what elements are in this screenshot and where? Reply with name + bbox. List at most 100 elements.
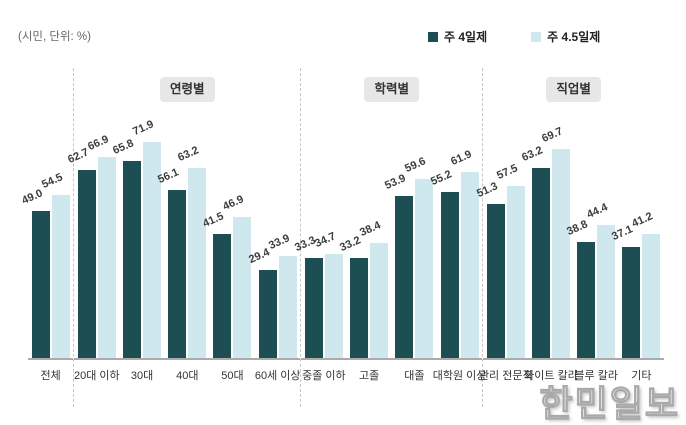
bar-week4: 53.9 [383,173,414,358]
group-label: 학력별 [364,76,419,102]
category-label: 30대 [130,370,154,382]
category-label: 대졸 [404,370,425,382]
bar-week4: 65.8 [111,137,142,358]
group-label: 연령별 [160,76,215,102]
group-bars: 33.3 34.7 33.2 38.4 53.9 59.6 55.2 61.9 [293,110,483,360]
bar-value-label: 63.2 [520,144,545,165]
group-bars: 49.0 54.5 [20,110,74,360]
bar-week45: 71.9 [131,119,162,358]
group-label: 직업별 [546,76,601,102]
bar-value-label: 49.0 [19,187,45,207]
legend-swatch-week4-icon [428,31,438,42]
bar-value-label: 59.6 [403,155,428,176]
category-label: 40대 [176,370,199,382]
bar-value-label: 65.8 [111,136,136,157]
legend-item-week45: 주 4.5일제 [531,28,600,45]
bar-value-label: 38.4 [358,219,383,239]
bar-value-label: 46.9 [221,193,246,214]
group-bars: 51.3 57.5 63.2 69.7 38.8 44.4 37.1 41.2 [475,110,665,360]
bar-week4: 63.2 [520,145,550,358]
bar-value-label: 41.2 [630,210,655,231]
bar-pair: 62.7 66.9 [66,134,116,358]
bar-week45: 38.4 [358,219,389,358]
bar-week45: 33.9 [267,233,297,358]
watermark: 한민일보 [539,382,680,424]
bar-pair: 33.2 38.4 [338,219,389,358]
bar-pair: 38.8 44.4 [565,201,616,358]
bar-week4: 29.4 [247,246,277,358]
group-bars: 62.7 66.9 65.8 71.9 56.1 63.2 41.5 46.9 29.4 33.9 [66,110,301,360]
group-categories: 중졸 이하 고졸 대졸 대학원 이상 [301,360,487,407]
bar-pair: 65.8 71.9 [111,119,162,358]
bar-pair: 49.0 54.5 [20,171,70,358]
bar-week45: 54.5 [40,171,70,358]
bar-value-label: 55.2 [428,168,454,189]
bar-pair: 56.1 63.2 [156,145,207,358]
group-header [28,68,73,110]
category-label: 중졸 이하 [302,370,346,382]
unit-note: (시민, 단위: %) [18,31,91,43]
category-label: 20대 이하 [74,370,120,382]
group-categories: 20대 이하 30대 40대 50대 60세 이상 [74,360,301,407]
category-label: 기타 [631,370,652,382]
bar-pair: 41.5 46.9 [202,194,252,358]
group-header: 학력별 [301,68,482,110]
bar-week4: 51.3 [475,180,505,358]
category-label: 대학원 이상 [432,370,487,382]
bar-week45: 41.2 [630,211,661,358]
bar-week45: 63.2 [176,145,207,358]
bar-pair: 51.3 57.5 [475,162,525,358]
legend: 주 4일제 주 4.5일제 [428,28,600,45]
chart-group: 학력별 33.3 34.7 33.2 38.4 53.9 59.6 55.2 61.9 중졸 이하… [293,68,487,407]
bar-week45: 57.5 [495,162,525,358]
group-header: 직업별 [483,68,664,110]
bar-pair: 53.9 59.6 [383,156,434,358]
bar-week45: 69.7 [540,125,570,358]
chart-group: 연령별 62.7 66.9 65.8 71.9 56.1 63.2 41.5 46.9 29.4 3… [66,68,301,407]
group-categories: 전체 [28,360,73,407]
category-label: 50대 [221,370,244,382]
bar-week4: 49.0 [20,187,50,358]
legend-swatch-week45-icon [531,31,542,42]
chart-group: 49.0 54.5 전체 [20,68,74,407]
category-label: 고졸 [359,370,380,382]
bar-value-label: 66.9 [85,133,111,154]
bar-week4: 37.1 [610,223,641,358]
bar-value-label: 44.4 [585,201,610,221]
plot-area: 49.0 54.5 전체 연령별 62.7 66.9 65.8 71.9 56.1 63.2 41.… [20,68,665,407]
bar-value-label: 34.7 [313,230,338,250]
bar-value-label: 63.2 [176,144,201,165]
bar-value-label: 71.9 [131,118,156,139]
category-label: 화이트 칼라 [524,370,578,382]
bar-value-label: 33.9 [266,232,292,253]
bar-pair: 33.3 34.7 [293,230,343,358]
bar-value-label: 69.7 [540,125,565,145]
bar-pair: 63.2 69.7 [520,125,570,358]
group-header: 연령별 [74,68,300,110]
bar-pair: 29.4 33.9 [247,233,297,358]
bar-value-label: 57.5 [494,161,520,182]
bar-value-label: 61.9 [448,148,474,169]
bar-pair: 37.1 41.2 [610,211,661,358]
bar-week4: 56.1 [156,166,187,358]
category-label: 전체 [40,370,61,382]
bar-week45: 61.9 [449,149,479,358]
bar-week4: 41.5 [202,210,232,358]
bar-week45: 44.4 [585,201,616,358]
bar-week45: 46.9 [222,194,252,358]
legend-label-week4: 주 4일제 [444,30,488,44]
bar-week4: 33.2 [338,235,369,358]
legend-item-week4: 주 4일제 [428,28,487,45]
chart-group: 직업별 51.3 57.5 63.2 69.7 38.8 44.4 37.1 41.2 관리 전문… [475,68,665,407]
bar-pair: 55.2 61.9 [429,149,479,358]
bar-value-label: 54.5 [39,170,65,191]
bar-week45: 59.6 [403,156,434,358]
group-categories: 관리 전문직 화이트 칼라 블루 칼라 기타 [478,360,664,407]
bar-week45: 34.7 [313,230,343,358]
bar-week45: 66.9 [86,134,116,358]
bar-week4: 62.7 [66,146,96,358]
bar-week4: 55.2 [429,169,459,358]
category-label: 관리 전문직 [478,370,533,382]
category-label: 60세 이상 [254,370,301,382]
